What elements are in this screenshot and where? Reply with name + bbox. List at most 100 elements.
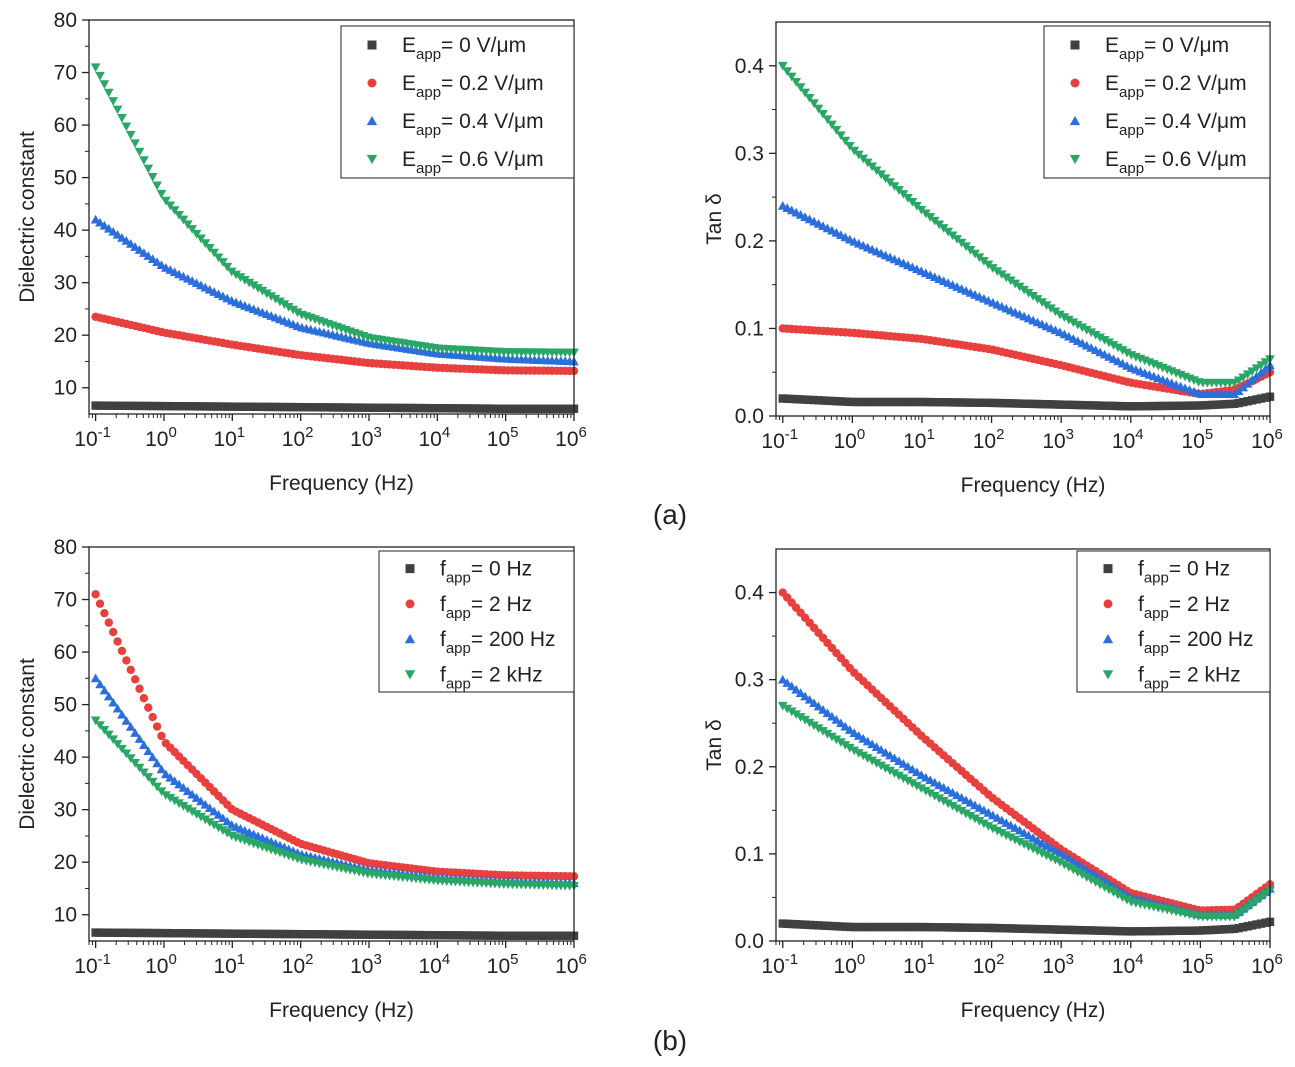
- data-point: [1082, 401, 1091, 410]
- data-point: [850, 397, 859, 407]
- data-point: [1100, 926, 1109, 935]
- data-point: [152, 722, 162, 731]
- data-point: [1260, 358, 1271, 367]
- data-point: [108, 928, 118, 937]
- data-point: [1149, 401, 1158, 411]
- data-point: [332, 403, 342, 412]
- data-point: [1001, 831, 1012, 840]
- data-point: [1252, 395, 1261, 404]
- data-point: [872, 922, 881, 932]
- data-point: [135, 401, 144, 411]
- data-point: [468, 404, 478, 413]
- data-point: [975, 923, 984, 932]
- data-point: [1064, 315, 1074, 325]
- data-point: [996, 270, 1007, 280]
- data-point: [1216, 400, 1226, 409]
- data-point: [143, 746, 154, 756]
- data-point: [791, 920, 801, 929]
- data-point: [1091, 926, 1100, 935]
- data-series-group: [777, 588, 1275, 936]
- data-point: [90, 673, 101, 683]
- data-point: [464, 404, 473, 413]
- data-point: [1212, 400, 1221, 409]
- data-point: [795, 688, 806, 697]
- data-point: [1024, 399, 1033, 408]
- data-point: [125, 239, 136, 248]
- plot-frame: [88, 19, 575, 415]
- data-point: [1069, 400, 1078, 410]
- data-point: [161, 791, 171, 800]
- data-point: [411, 403, 421, 413]
- panel-label-a: (a): [653, 499, 687, 530]
- chart-a-tan-delta: 10-1 100 101 102 103 104 105 106 0.0 0.1 0.2 0.3 0.4…: [703, 21, 1283, 497]
- data-point: [521, 404, 530, 413]
- data-point: [1033, 924, 1042, 934]
- data-point: [157, 731, 166, 741]
- data-point: [125, 754, 136, 763]
- data-point: [1014, 837, 1025, 847]
- data-point: [499, 931, 508, 940]
- data-point: [813, 701, 824, 711]
- data-point: [135, 928, 144, 938]
- data-point: [157, 928, 166, 938]
- data-point: [783, 919, 792, 929]
- data-point: [534, 931, 544, 940]
- data-point: [354, 403, 364, 412]
- legend-label: Eapp= 0.4 V/μm: [402, 110, 544, 139]
- data-point: [863, 397, 872, 407]
- data-point: [1234, 398, 1243, 408]
- data-point: [935, 923, 944, 932]
- data-point: [1203, 400, 1212, 410]
- legend-marker: [1103, 564, 1113, 574]
- data-point: [135, 684, 144, 693]
- legend-item: fapp= 2 kHz: [1102, 663, 1241, 692]
- data-point: [147, 173, 158, 182]
- data-point: [292, 308, 303, 318]
- data-point: [182, 786, 193, 796]
- data-point: [1100, 401, 1109, 410]
- y-axis-title: Dielectric constant: [16, 131, 39, 303]
- data-point: [814, 396, 823, 405]
- data-point: [157, 401, 166, 411]
- data-point: [1095, 401, 1105, 410]
- data-point: [130, 139, 140, 149]
- legend-item: Eapp= 0.4 V/μm: [1069, 110, 1247, 139]
- data-point: [1095, 880, 1105, 890]
- data-point: [367, 930, 377, 939]
- y-tick-label: 0.0: [735, 930, 764, 953]
- data-point: [117, 646, 127, 656]
- data-point: [169, 796, 180, 806]
- data-point: [547, 404, 557, 413]
- data-point: [196, 796, 206, 806]
- data-point: [144, 928, 153, 938]
- data-point: [979, 923, 989, 933]
- data-point: [231, 402, 241, 411]
- data-point: [508, 931, 517, 940]
- data-point: [787, 919, 796, 929]
- data-point: [809, 698, 819, 708]
- data-point: [209, 820, 219, 830]
- data-point: [1117, 893, 1128, 902]
- data-point: [1234, 923, 1243, 933]
- data-point: [126, 401, 135, 411]
- data-point: [152, 928, 162, 938]
- data-point: [113, 401, 122, 410]
- data-point: [253, 284, 263, 293]
- data-point: [112, 740, 123, 749]
- data-point: [266, 402, 276, 412]
- data-point: [90, 214, 101, 224]
- data-point: [112, 703, 123, 713]
- data-point: [939, 923, 948, 932]
- data-point: [1122, 348, 1132, 358]
- legend-marker: [405, 564, 415, 574]
- data-point: [486, 931, 495, 940]
- data-point: [201, 402, 210, 411]
- data-point: [95, 599, 105, 608]
- y-tick-label: 20: [54, 324, 77, 347]
- data-point: [376, 930, 386, 939]
- legend: Eapp= 0 V/μm Eapp= 0.2 V/μm Eapp= 0.4 V/μm…: [340, 25, 575, 179]
- data-point: [561, 931, 570, 940]
- data-point: [809, 395, 819, 405]
- legend-item: Eapp= 0.6 V/μm: [1069, 148, 1247, 177]
- data-point: [411, 930, 421, 940]
